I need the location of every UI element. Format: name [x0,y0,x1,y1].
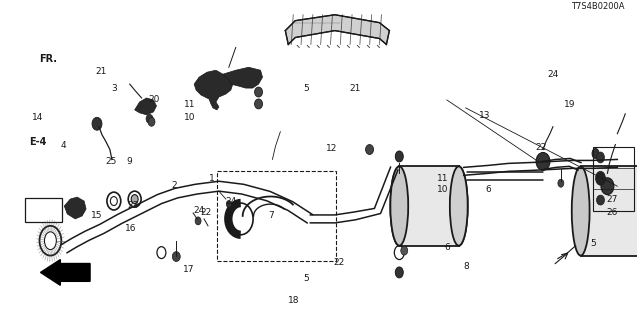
Text: 5: 5 [303,274,309,283]
Text: T7S4B0200A: T7S4B0200A [571,2,625,11]
Text: 19: 19 [564,100,575,109]
Ellipse shape [227,201,231,207]
Polygon shape [399,166,459,246]
Text: 16: 16 [125,224,137,233]
Ellipse shape [592,148,599,158]
Text: 4: 4 [60,141,66,150]
Ellipse shape [572,166,589,256]
Ellipse shape [596,152,604,163]
Text: 22: 22 [535,143,547,152]
Text: 25: 25 [105,157,116,166]
Ellipse shape [365,145,374,155]
Text: 15: 15 [91,211,102,220]
Ellipse shape [601,178,614,195]
Ellipse shape [195,217,201,225]
Ellipse shape [255,87,262,97]
Ellipse shape [146,114,153,123]
Ellipse shape [596,171,605,185]
Text: 5: 5 [303,84,309,93]
Polygon shape [580,166,640,256]
Text: 17: 17 [183,265,195,274]
Text: 10: 10 [184,113,196,122]
Ellipse shape [450,166,468,246]
Text: 14: 14 [32,113,44,122]
Text: 23: 23 [127,201,139,210]
Ellipse shape [396,151,403,162]
Ellipse shape [558,179,564,187]
Text: 6: 6 [444,243,450,252]
Polygon shape [134,98,156,115]
Text: 11: 11 [184,100,196,109]
Ellipse shape [401,246,408,255]
Text: 21: 21 [95,67,107,76]
Text: 7: 7 [268,211,274,220]
Text: 22: 22 [333,259,345,268]
Text: 9: 9 [127,157,132,166]
Text: 12: 12 [326,144,337,153]
Text: 6: 6 [485,186,491,195]
Text: 10: 10 [436,186,448,195]
Text: 20: 20 [148,95,159,104]
Ellipse shape [536,153,550,170]
Text: 24: 24 [194,206,205,215]
Ellipse shape [148,117,155,126]
Text: 18: 18 [287,296,299,306]
Ellipse shape [255,99,262,109]
Text: 11: 11 [436,174,448,183]
Polygon shape [64,197,86,219]
Ellipse shape [596,195,604,205]
Text: 5: 5 [590,239,596,248]
Text: 3: 3 [111,84,116,93]
Text: 1: 1 [209,174,215,183]
FancyArrow shape [40,260,90,285]
Ellipse shape [396,267,403,278]
Text: 27: 27 [606,195,618,204]
Polygon shape [194,70,233,110]
Text: 24: 24 [548,70,559,79]
Ellipse shape [172,252,180,261]
Polygon shape [223,67,262,88]
Text: 24: 24 [225,196,237,205]
Text: 22: 22 [200,208,211,217]
Text: 21: 21 [349,84,360,93]
Text: 13: 13 [479,111,491,120]
Text: E-4: E-4 [29,137,47,148]
Text: 26: 26 [606,208,618,217]
Polygon shape [285,15,389,44]
Text: 2: 2 [172,181,177,190]
Text: 8: 8 [463,261,468,271]
Text: FR.: FR. [40,54,58,64]
Ellipse shape [131,195,138,204]
Ellipse shape [390,166,408,246]
Ellipse shape [92,117,102,130]
